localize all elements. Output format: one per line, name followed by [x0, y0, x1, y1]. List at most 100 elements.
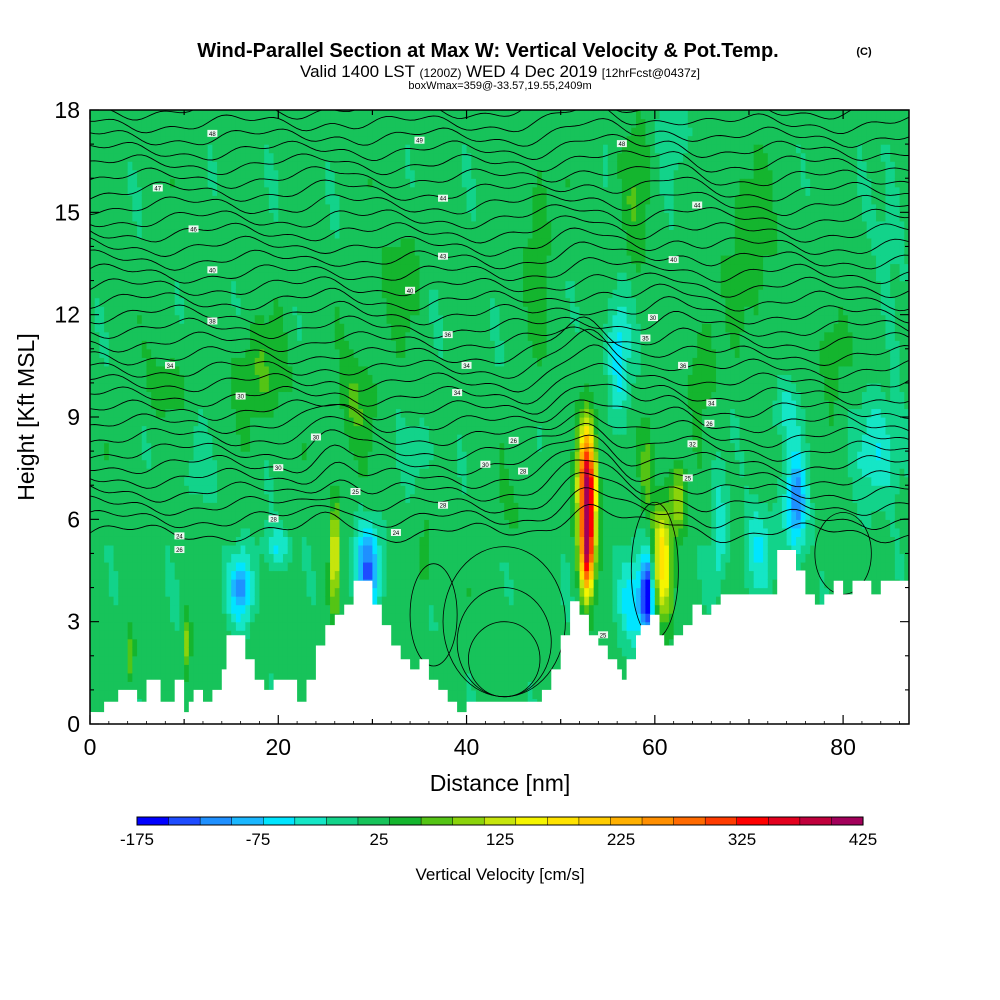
velocity-cell — [212, 630, 218, 640]
velocity-cell — [311, 289, 317, 299]
velocity-cell — [353, 306, 359, 316]
velocity-cell — [278, 135, 284, 145]
velocity-cell — [250, 630, 256, 640]
velocity-cell — [113, 527, 119, 537]
velocity-cell — [118, 527, 124, 537]
velocity-cell — [170, 331, 176, 341]
velocity-cell — [410, 110, 416, 120]
velocity-cell — [245, 135, 251, 145]
velocity-cell — [311, 664, 317, 674]
velocity-cell — [259, 630, 265, 640]
velocity-cell — [268, 459, 275, 469]
velocity-cell — [155, 459, 162, 469]
velocity-cell — [137, 536, 143, 546]
velocity-cell — [212, 289, 218, 299]
velocity-cell — [146, 468, 152, 478]
velocity-cell — [90, 382, 96, 393]
velocity-cell — [273, 434, 279, 444]
velocity-cell — [184, 169, 190, 179]
velocity-cell — [325, 544, 331, 555]
velocity-cell — [325, 118, 331, 128]
velocity-cell — [146, 647, 152, 657]
velocity-cell — [358, 289, 364, 299]
velocity-cell — [367, 348, 374, 358]
velocity-cell — [240, 306, 246, 316]
velocity-cell — [405, 169, 411, 179]
velocity-cell — [113, 655, 119, 665]
velocity-cell — [113, 638, 119, 648]
velocity-cell — [165, 579, 171, 589]
velocity-cell — [188, 579, 195, 589]
velocity-cell — [348, 314, 355, 324]
velocity-cell — [372, 553, 378, 563]
velocity-cell — [127, 681, 133, 691]
velocity-cell — [179, 510, 185, 520]
velocity-cell — [297, 681, 303, 691]
velocity-cell — [287, 570, 293, 580]
velocity-cell — [297, 314, 303, 324]
velocity-cell — [231, 425, 237, 435]
velocity-cell — [188, 263, 195, 273]
velocity-cell — [122, 587, 129, 597]
velocity-cell — [282, 655, 289, 665]
velocity-cell — [127, 365, 133, 375]
velocity-cell — [207, 178, 213, 188]
velocity-cell — [344, 425, 350, 435]
velocity-cell — [174, 519, 181, 529]
velocity-cell — [170, 144, 176, 154]
velocity-cell — [311, 613, 317, 623]
velocity-cell — [287, 510, 293, 520]
velocity-cell — [320, 561, 326, 572]
velocity-cell — [330, 382, 336, 393]
velocity-cell — [297, 229, 303, 239]
velocity-cell — [254, 476, 261, 486]
velocity-cell — [221, 357, 228, 367]
velocity-cell — [315, 382, 322, 393]
velocity-cell — [207, 596, 213, 606]
velocity-cell — [165, 399, 171, 410]
velocity-cell — [137, 681, 143, 691]
velocity-cell — [90, 553, 96, 563]
velocity-cell — [367, 374, 374, 384]
velocity-cell — [198, 152, 204, 162]
velocity-cell — [348, 536, 355, 546]
velocity-cell — [250, 579, 256, 589]
velocity-cell — [287, 357, 293, 367]
velocity-cell — [226, 152, 232, 162]
velocity-cell — [297, 186, 303, 196]
velocity-cell — [287, 118, 293, 128]
velocity-cell — [264, 579, 270, 589]
velocity-cell — [330, 246, 336, 256]
velocity-cell — [174, 579, 181, 589]
velocity-cell — [297, 118, 303, 128]
velocity-cell — [250, 195, 256, 205]
velocity-cell — [363, 135, 369, 145]
velocity-cell — [94, 118, 101, 128]
velocity-cell — [367, 263, 374, 273]
velocity-cell — [363, 570, 369, 580]
velocity-cell — [297, 544, 303, 555]
velocity-cell — [155, 425, 162, 435]
velocity-cell — [245, 186, 251, 196]
velocity-cell — [377, 314, 383, 324]
velocity-cell — [292, 417, 298, 427]
velocity-cell — [174, 434, 181, 444]
velocity-cell — [325, 135, 331, 145]
velocity-cell — [287, 195, 293, 205]
velocity-cell — [330, 289, 336, 299]
velocity-cell — [250, 485, 256, 495]
velocity-cell — [348, 596, 355, 606]
velocity-cell — [217, 587, 223, 597]
velocity-cell — [141, 425, 148, 435]
velocity-cell — [348, 246, 355, 256]
velocity-cell — [268, 306, 275, 316]
velocity-cell — [184, 118, 190, 128]
velocity-cell — [330, 110, 336, 120]
velocity-cell — [386, 144, 392, 154]
velocity-cell — [108, 408, 115, 418]
velocity-cell — [90, 510, 96, 520]
velocity-cell — [306, 519, 312, 529]
velocity-cell — [141, 289, 148, 299]
velocity-cell — [231, 237, 237, 248]
velocity-cell — [282, 459, 289, 469]
